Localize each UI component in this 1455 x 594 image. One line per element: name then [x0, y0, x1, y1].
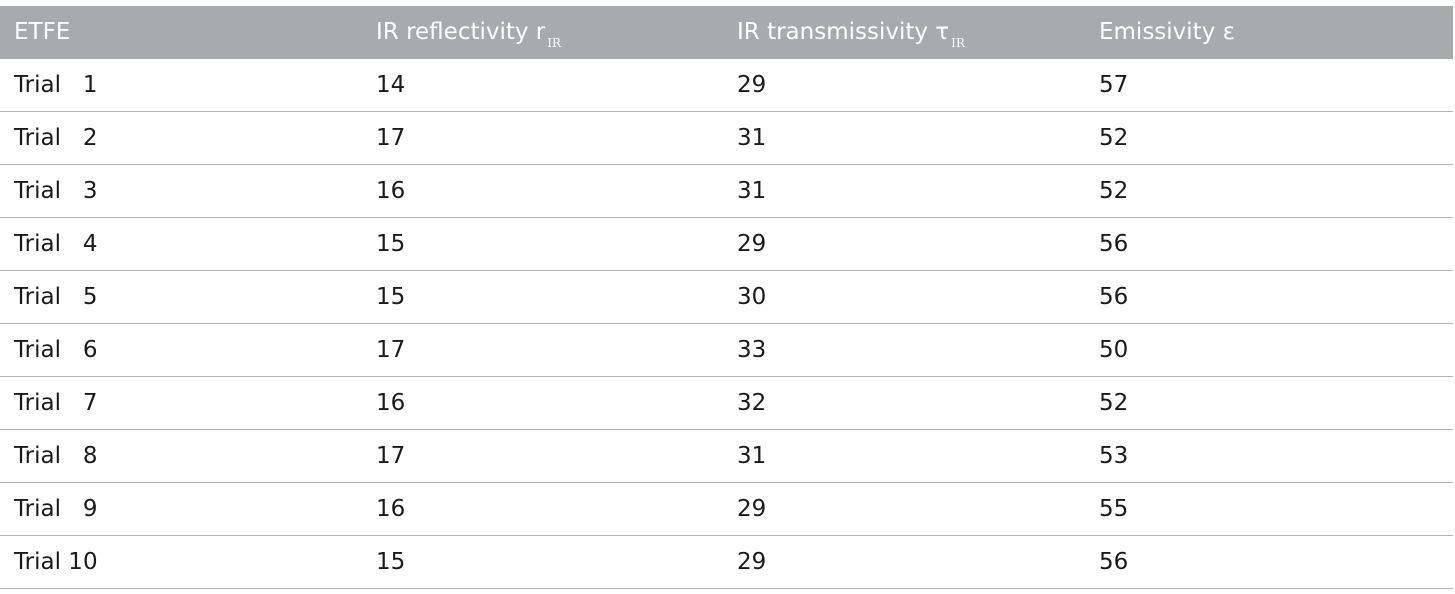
- transmissivity-value: 29: [737, 495, 767, 522]
- emissivity-value: 52: [1099, 177, 1129, 204]
- transmissivity-value: 29: [737, 548, 767, 575]
- table-row: Trial 1 14 29 57: [0, 59, 1453, 112]
- reflectivity-value: 16: [376, 177, 406, 204]
- data-table: ETFE IR reflectivity r IR IR transmissivi…: [0, 6, 1453, 589]
- trial-label: Trial 2: [14, 124, 98, 151]
- reflectivity-value: 17: [376, 442, 406, 469]
- table-row: Trial 6 17 33 50: [0, 324, 1453, 377]
- emissivity-value: 56: [1099, 548, 1129, 575]
- trial-label: Trial 4: [14, 230, 98, 257]
- reflectivity-value: 16: [376, 495, 406, 522]
- table-row: Trial 10 15 29 56: [0, 536, 1453, 589]
- emissivity-value: 56: [1099, 230, 1129, 257]
- reflectivity-value: 15: [376, 548, 406, 575]
- table-row: Trial 8 17 31 53: [0, 430, 1453, 483]
- emissivity-value: 55: [1099, 495, 1129, 522]
- emissivity-value: 57: [1099, 71, 1129, 98]
- table-header-row: ETFE IR reflectivity r IR IR transmissivi…: [0, 6, 1453, 59]
- table-row: Trial 3 16 31 52: [0, 165, 1453, 218]
- table-row: Trial 4 15 29 56: [0, 218, 1453, 271]
- trial-label: Trial 6: [14, 336, 98, 363]
- transmissivity-value: 31: [737, 177, 767, 204]
- table-row: Trial 7 16 32 52: [0, 377, 1453, 430]
- transmissivity-value: 31: [737, 442, 767, 469]
- reflectivity-value: 17: [376, 124, 406, 151]
- header-ir-transmissivity-subscript: IR: [951, 36, 965, 50]
- trial-label: Trial 10: [14, 548, 98, 575]
- table-row: Trial 2 17 31 52: [0, 112, 1453, 165]
- reflectivity-value: 15: [376, 283, 406, 310]
- emissivity-value: 50: [1099, 336, 1129, 363]
- transmissivity-value: 32: [737, 389, 767, 416]
- reflectivity-value: 14: [376, 71, 406, 98]
- transmissivity-value: 29: [737, 71, 767, 98]
- transmissivity-value: 31: [737, 124, 767, 151]
- emissivity-value: 53: [1099, 442, 1129, 469]
- header-ir-reflectivity-subscript: IR: [547, 36, 562, 50]
- transmissivity-value: 33: [737, 336, 767, 363]
- trial-label: Trial 3: [14, 177, 98, 204]
- emissivity-value: 52: [1099, 389, 1129, 416]
- table-row: Trial 9 16 29 55: [0, 483, 1453, 536]
- emissivity-value: 52: [1099, 124, 1129, 151]
- trial-label: Trial 1: [14, 71, 98, 98]
- header-etfe: ETFE: [14, 19, 71, 45]
- emissivity-value: 56: [1099, 283, 1129, 310]
- header-emissivity: Emissivity ε: [1099, 19, 1236, 45]
- trial-label: Trial 5: [14, 283, 98, 310]
- header-ir-reflectivity-label: IR reflectivity r: [376, 19, 546, 45]
- transmissivity-value: 29: [737, 230, 767, 257]
- trial-label: Trial 7: [14, 389, 98, 416]
- table-row: Trial 5 15 30 56: [0, 271, 1453, 324]
- header-ir-transmissivity: IR transmissivity τ IR: [737, 19, 1099, 50]
- trial-label: Trial 9: [14, 495, 98, 522]
- trial-label: Trial 8: [14, 442, 98, 469]
- transmissivity-value: 30: [737, 283, 767, 310]
- reflectivity-value: 17: [376, 336, 406, 363]
- reflectivity-value: 16: [376, 389, 406, 416]
- header-ir-transmissivity-label: IR transmissivity τ: [737, 19, 950, 45]
- reflectivity-value: 15: [376, 230, 406, 257]
- header-ir-reflectivity: IR reflectivity r IR: [376, 19, 737, 50]
